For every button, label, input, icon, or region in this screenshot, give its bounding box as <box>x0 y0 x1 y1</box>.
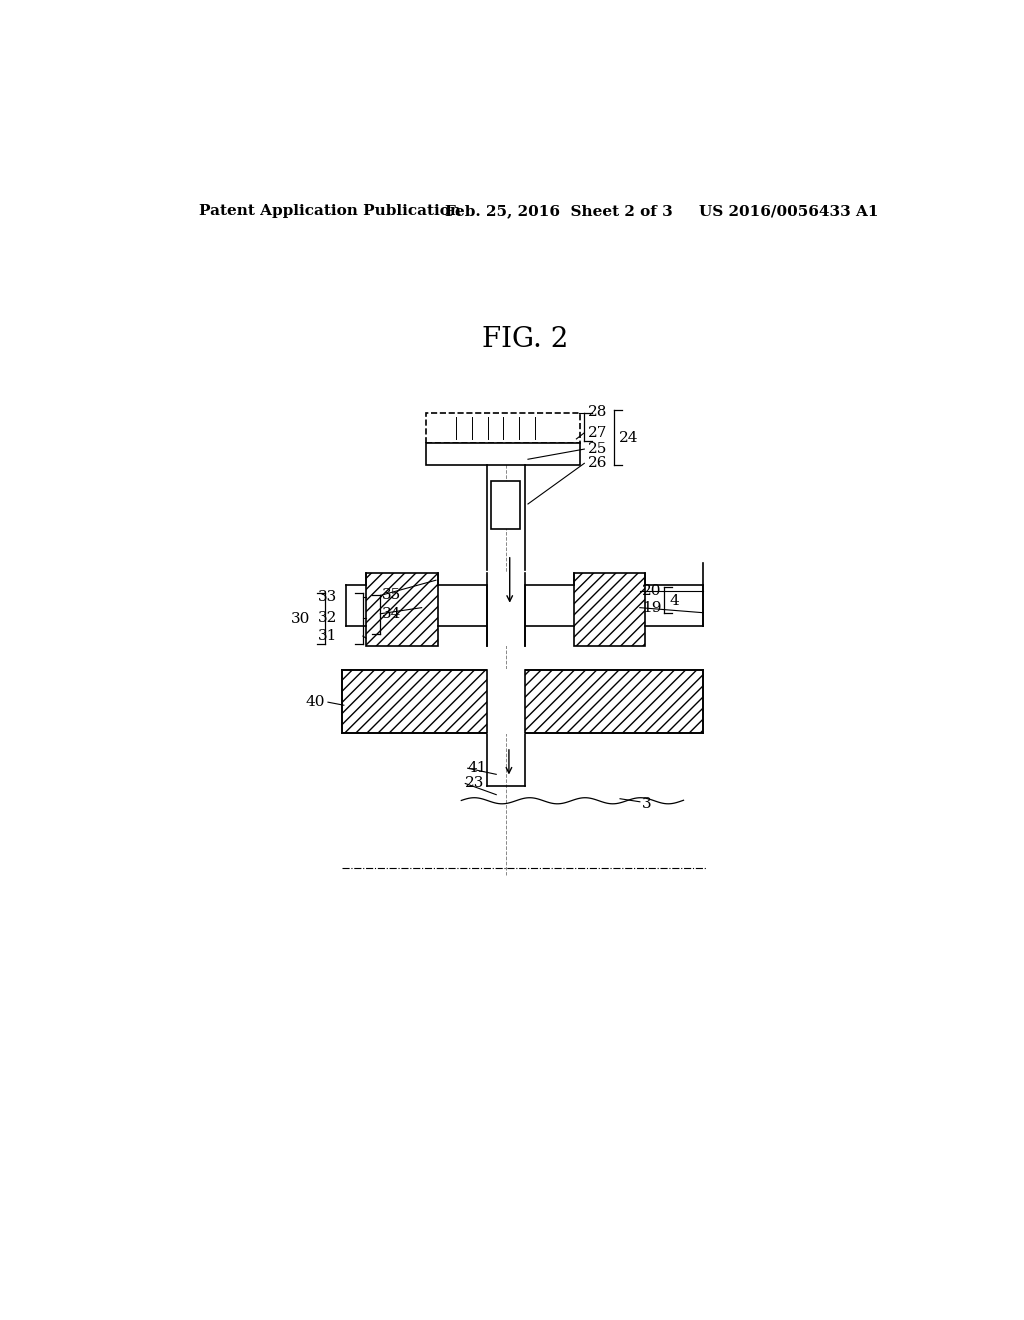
Text: 24: 24 <box>618 430 638 445</box>
Text: Patent Application Publication: Patent Application Publication <box>200 205 462 218</box>
Bar <box>426 444 581 466</box>
Bar <box>492 480 520 529</box>
Text: US 2016/0056433 A1: US 2016/0056433 A1 <box>699 205 879 218</box>
Text: FIG. 2: FIG. 2 <box>481 326 568 354</box>
Text: 4: 4 <box>670 594 679 607</box>
Text: 23: 23 <box>465 776 484 791</box>
Text: 20: 20 <box>642 585 662 598</box>
Bar <box>367 573 437 647</box>
Text: 41: 41 <box>468 762 487 775</box>
Bar <box>486 669 524 734</box>
Text: 26: 26 <box>588 457 608 470</box>
Text: 33: 33 <box>318 590 338 605</box>
Bar <box>486 573 524 647</box>
Text: 35: 35 <box>382 589 401 602</box>
Bar <box>574 573 645 647</box>
Text: 34: 34 <box>382 607 401 620</box>
Bar <box>342 669 703 733</box>
Text: 3: 3 <box>642 797 652 810</box>
Text: 27: 27 <box>588 426 607 440</box>
Text: 32: 32 <box>318 611 338 624</box>
Text: 30: 30 <box>291 612 310 626</box>
Text: 25: 25 <box>588 442 607 457</box>
Text: 19: 19 <box>642 601 662 615</box>
Bar <box>426 413 581 444</box>
Text: 40: 40 <box>305 696 325 709</box>
Text: 28: 28 <box>588 405 607 420</box>
Text: Feb. 25, 2016  Sheet 2 of 3: Feb. 25, 2016 Sheet 2 of 3 <box>445 205 673 218</box>
Text: 31: 31 <box>318 630 338 643</box>
